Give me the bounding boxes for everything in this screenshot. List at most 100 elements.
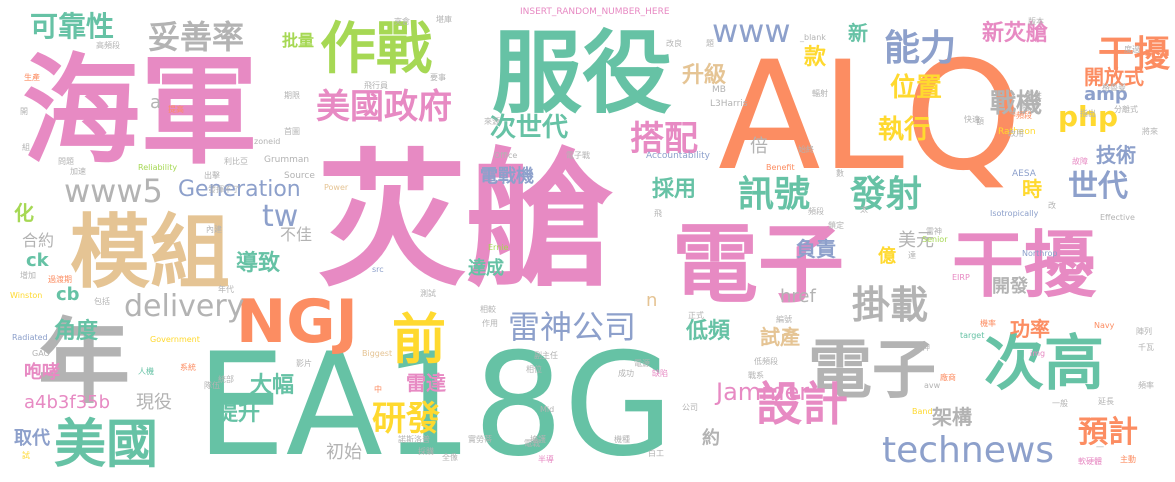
- word-61: 低頻: [685, 319, 730, 344]
- word-152: 包括: [94, 296, 110, 306]
- word-79: n: [646, 290, 657, 311]
- word-147: 相較: [480, 304, 496, 314]
- word-162: 高頻段: [96, 40, 120, 50]
- word-122: 廠商: [940, 372, 956, 382]
- word-186: 將來: [1142, 126, 1158, 136]
- word-137: 掩護: [530, 434, 546, 444]
- word-58: 角度: [54, 318, 99, 344]
- word-63: 功率: [1010, 317, 1050, 341]
- word-14: 美國: [54, 415, 158, 475]
- word-24: technews: [882, 430, 1054, 471]
- word-74: 化: [14, 201, 34, 225]
- word-117: 延長: [1098, 396, 1114, 406]
- word-42: 新苂艙: [982, 20, 1048, 46]
- word-176: 度過: [1124, 44, 1140, 54]
- word-115: 中: [374, 384, 382, 394]
- word-123: 精神: [914, 342, 930, 352]
- word-92: Accountability: [646, 151, 711, 161]
- word-13: 電子: [808, 334, 936, 408]
- word-97: Senior: [922, 235, 948, 244]
- word-111: avw: [924, 381, 941, 390]
- word-87: zoneid: [254, 137, 280, 146]
- word-68: 達成: [468, 257, 504, 279]
- word-53: 負責: [796, 237, 836, 261]
- word-93: Benefit: [766, 163, 795, 172]
- word-192: 數: [836, 168, 844, 178]
- word-156: 發揮不了: [208, 184, 240, 194]
- word-114: 試: [22, 450, 30, 460]
- word-125: 白工: [648, 448, 664, 458]
- word-164: 開: [20, 107, 28, 116]
- word-131: 實勞蒂: [468, 434, 492, 444]
- word-86: AESA: [1012, 169, 1037, 179]
- word-108: target: [960, 331, 984, 340]
- word-51: 電戰機: [480, 165, 534, 187]
- word-100: Radiated: [12, 333, 48, 342]
- word-81: INSERT_RANDOM_NUMBER_HERE: [520, 7, 670, 17]
- word-1: EA18G: [196, 323, 674, 482]
- word-161: 組: [22, 142, 30, 152]
- word-26: www5: [64, 172, 163, 210]
- word-191: 始終: [798, 144, 814, 154]
- word-75: ck: [26, 250, 50, 271]
- word-184: 快速: [964, 114, 980, 124]
- word-113: 一般: [1052, 398, 1068, 408]
- word-141: 影片: [296, 358, 312, 368]
- word-118: 頻率: [1138, 380, 1154, 390]
- word-194: 額: [976, 116, 984, 126]
- word-142: 隊伍: [204, 380, 220, 390]
- word-170: 要事: [430, 72, 446, 82]
- word-25: 雷神公司: [508, 308, 636, 346]
- word-80: a: [150, 92, 161, 113]
- word-27: www: [712, 12, 791, 50]
- word-91: Office: [494, 151, 517, 160]
- word-143: 統部: [218, 374, 234, 384]
- word-159: 加速: [70, 166, 86, 176]
- word-150: 編號: [776, 314, 792, 324]
- word-110: src: [372, 265, 384, 274]
- word-157: 出擊: [204, 170, 220, 180]
- word-121: 軟硬體: [1078, 456, 1102, 466]
- word-37: php: [1058, 100, 1118, 133]
- word-94: Reliability: [138, 163, 177, 172]
- word-29: 可靠性: [30, 10, 114, 43]
- word-126: 全像: [442, 452, 458, 462]
- word-177: 格魯曼: [1102, 82, 1126, 92]
- word-158: 利比亞: [224, 156, 248, 166]
- word-67: 取代: [14, 428, 50, 449]
- word-4: 服役: [492, 21, 672, 126]
- word-195: 改: [1048, 200, 1056, 210]
- word-193: 太: [860, 204, 868, 214]
- word-52: 架構: [932, 405, 972, 429]
- word-196: 題: [706, 39, 714, 48]
- word-190: 達: [908, 250, 916, 260]
- word-10: 作戰: [320, 17, 432, 82]
- word-19: 搭配: [630, 119, 698, 159]
- word-70: 約: [702, 427, 720, 449]
- word-50: 倍: [750, 136, 768, 157]
- word-189: 頻段: [808, 206, 824, 216]
- word-132: 諾斯洛普: [398, 434, 430, 444]
- word-120: 千瓦: [1138, 342, 1154, 352]
- word-199: 機率: [980, 318, 996, 328]
- word-104: Mid: [540, 405, 554, 414]
- word-23: 研發: [372, 399, 440, 439]
- word-149: 正式: [688, 310, 704, 320]
- word-153: 過渡期: [48, 274, 72, 284]
- word-49: 時: [1022, 177, 1042, 201]
- word-138: 成功: [618, 368, 634, 378]
- word-197: 鎖定: [828, 220, 844, 230]
- word-181: 指出: [1080, 108, 1096, 118]
- word-22: 發射: [849, 174, 922, 215]
- word-69: 初始: [326, 442, 362, 463]
- word-151: 年代: [218, 284, 234, 294]
- word-135: 低頻段: [754, 356, 778, 366]
- word-36: a4b3f35b: [24, 392, 110, 413]
- word-155: 內建: [206, 224, 222, 234]
- word-28: 妥善率: [148, 18, 244, 56]
- word-2: ALQ: [718, 30, 1022, 204]
- word-183: 輻射: [812, 88, 828, 98]
- word-124: 機種: [614, 434, 630, 444]
- word-106: Ernie: [488, 243, 508, 252]
- word-0: 苂艙: [318, 135, 614, 307]
